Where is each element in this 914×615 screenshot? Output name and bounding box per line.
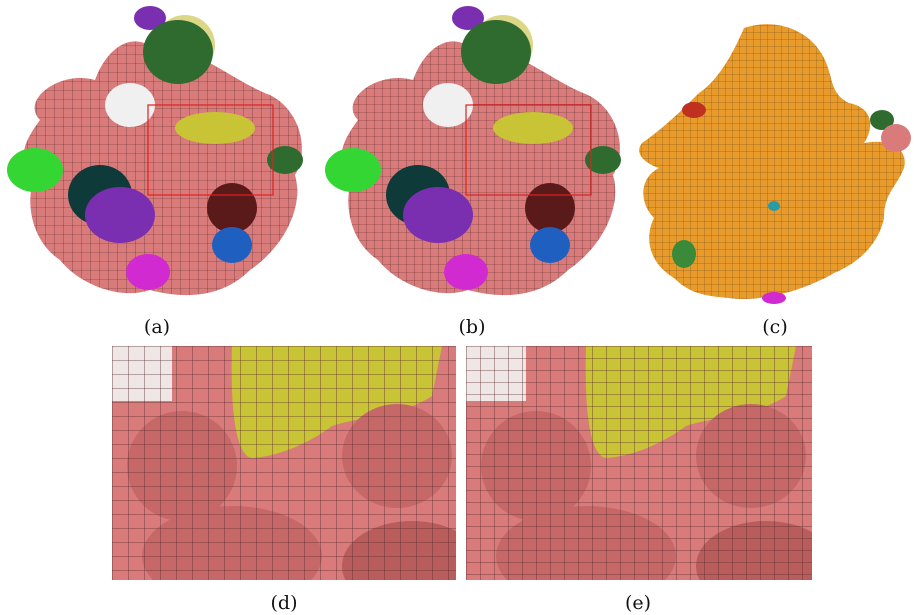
pocket-magenta <box>444 254 488 290</box>
pocket-white <box>105 83 155 127</box>
panel-e-illustration <box>466 346 812 580</box>
pocket-purple-top <box>134 6 166 30</box>
pocket-green-left <box>325 148 381 192</box>
pocket-yellow-mid <box>175 112 255 144</box>
caption-e: (e) <box>624 592 652 614</box>
pocket-purple <box>403 187 473 243</box>
pocket-teal-center <box>768 201 780 211</box>
panel-d-illustration <box>112 346 456 580</box>
pocket-green-right <box>585 146 621 174</box>
pocket-blue <box>530 227 570 263</box>
caption-a: (a) <box>143 316 171 338</box>
pocket-green-right <box>267 146 303 174</box>
pocket-dark-red <box>207 183 257 233</box>
pocket-green-top <box>461 20 531 84</box>
panel-d-zoomed-mesh <box>112 346 456 580</box>
panel-e-zoomed-mesh <box>466 346 812 580</box>
caption-c: (c) <box>762 316 788 338</box>
pocket-white <box>423 83 473 127</box>
panel-c-illustration <box>639 24 911 304</box>
panel-b-illustration <box>325 6 621 296</box>
pocket-pink-edge <box>881 124 911 152</box>
caption-b: (b) <box>458 316 486 338</box>
pocket-green-top <box>143 20 213 84</box>
caption-d: (d) <box>270 592 298 614</box>
pocket-magenta <box>126 254 170 290</box>
pocket-red-edge <box>682 102 706 118</box>
pocket-green-left <box>7 148 63 192</box>
selection-box <box>147 104 274 196</box>
selection-box <box>465 104 592 196</box>
panel-c-cross-section <box>634 18 914 308</box>
pocket-magenta-bottom <box>762 292 786 304</box>
pocket-blue <box>212 227 252 263</box>
pocket-green-bottom <box>672 240 696 268</box>
panel-b-molecular-surface <box>318 0 628 305</box>
pocket-purple-top <box>452 6 484 30</box>
panel-a-molecular-surface <box>0 0 310 305</box>
pocket-yellow-mid <box>493 112 573 144</box>
pocket-purple <box>85 187 155 243</box>
panel-a-illustration <box>7 6 303 296</box>
pocket-green-edge <box>870 110 894 130</box>
pocket-dark-red <box>525 183 575 233</box>
